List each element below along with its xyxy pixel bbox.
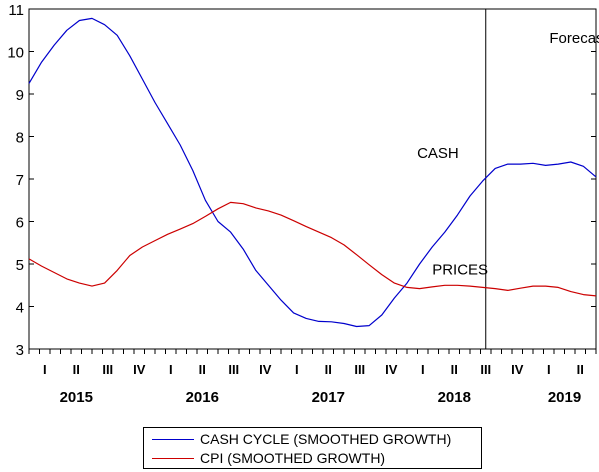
legend-item-cash: CASH CYCLE (SMOOTHED GROWTH) [152,430,451,448]
x-quarter-label: III [354,362,365,377]
x-year-label: 2016 [186,389,219,406]
x-year-label: 2017 [312,389,345,406]
x-quarter-label: II [325,362,332,377]
x-year-label: 2018 [438,389,471,406]
y-tick-label: 3 [16,342,24,359]
plot-frame [28,8,597,350]
x-year-label: 2019 [548,389,581,406]
x-quarter-label: II [451,362,458,377]
x-quarter-label: IV [385,362,398,377]
annotation-prices: PRICES [432,262,488,279]
x-quarter-label: I [421,362,425,377]
x-quarter-label: III [228,362,239,377]
y-tick-label: 8 [16,130,24,147]
y-tick-label: 5 [16,257,24,274]
x-quarter-label: II [577,362,584,377]
y-tick-label: 10 [7,45,24,62]
x-quarter-label: IV [133,362,146,377]
legend-label-cpi: CPI (SMOOTHED GROWTH) [200,450,386,466]
legend-swatch-cash [152,438,194,440]
legend-label-cash: CASH CYCLE (SMOOTHED GROWTH) [200,431,452,447]
y-tick-label: 9 [16,87,24,104]
x-quarter-label: I [169,362,173,377]
annotation-cash: CASH [417,145,459,162]
y-tick-label: 11 [8,2,24,19]
legend: CASH CYCLE (SMOOTHED GROWTH) CPI (SMOOTH… [143,427,482,469]
annotation-forecast: Forecast [549,30,599,47]
x-quarter-label: I [43,362,47,377]
x-quarter-label: II [73,362,80,377]
x-quarter-label: I [547,362,551,377]
legend-item-cpi: CPI (SMOOTHED GROWTH) [152,449,385,467]
y-tick-label: 6 [16,215,24,232]
x-quarter-label: IV [511,362,524,377]
x-quarter-label: III [480,362,491,377]
x-quarter-label: I [295,362,299,377]
y-tick-label: 7 [16,172,24,189]
y-tick-label: 4 [16,300,24,317]
x-quarter-label: IV [259,362,272,377]
x-quarter-label: II [199,362,206,377]
x-year-label: 2015 [60,389,93,406]
series-line-cash [28,17,597,328]
x-quarter-label: III [102,362,113,377]
series-line-cpi [28,201,597,297]
legend-swatch-cpi [152,457,194,459]
